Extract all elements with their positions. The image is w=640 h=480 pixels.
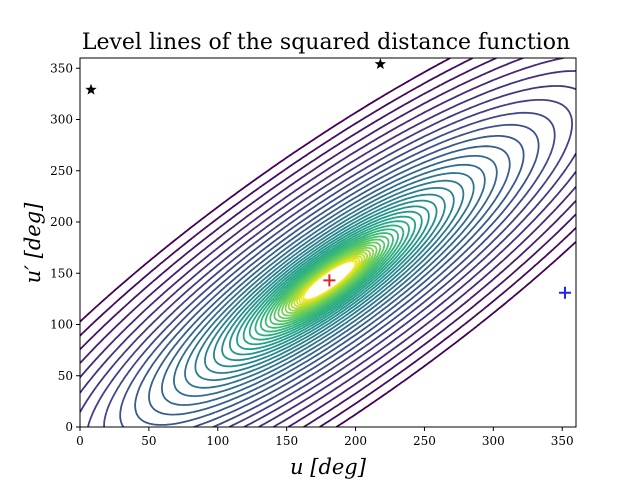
- y-tick-label: 50: [58, 369, 73, 383]
- contour-level-line: [134, 135, 525, 426]
- y-tick-label: 0: [65, 420, 73, 434]
- contour-level-line: [236, 210, 423, 351]
- y-tick-label: 150: [50, 266, 73, 280]
- markers: [85, 58, 571, 299]
- y-tick-label: 250: [50, 164, 73, 178]
- contour-level-line: [259, 228, 399, 333]
- contour-level-line: [80, 58, 576, 427]
- contour-level-line: [248, 220, 410, 341]
- contour-level-line: [173, 163, 486, 397]
- contour-level-line: [213, 193, 446, 368]
- x-tick-label: 150: [275, 434, 298, 448]
- x-tick-label: 50: [141, 434, 156, 448]
- contour-level-line: [287, 249, 371, 312]
- x-tick-label: 100: [206, 434, 229, 448]
- x-tick-label: 250: [413, 434, 436, 448]
- contour-level-line: [264, 232, 394, 329]
- y-tick-label: 200: [50, 215, 73, 229]
- y-tick-label: 300: [50, 113, 73, 127]
- y-axis-label: u′ [deg]: [21, 202, 45, 283]
- contour-level-line: [119, 123, 540, 427]
- x-tick-label: 200: [344, 434, 367, 448]
- contour-level-line: [103, 111, 556, 427]
- contour-level-line: [184, 172, 475, 389]
- contour-level-line: [242, 215, 417, 346]
- contour-level-line: [229, 205, 430, 356]
- contour-level-line: [277, 241, 382, 320]
- x-tick-label: 350: [551, 434, 574, 448]
- x-tick-label: 300: [482, 434, 505, 448]
- contour-level-line: [284, 246, 375, 314]
- contour-level-line: [194, 179, 465, 381]
- y-tick-label: 100: [50, 318, 73, 332]
- chart-title: Level lines of the squared distance func…: [82, 30, 570, 55]
- star-marker: [85, 83, 97, 95]
- contour-level-line: [204, 187, 455, 374]
- contour-level-line: [87, 99, 573, 427]
- contour-level-line: [221, 199, 438, 362]
- contour-level-line: [161, 155, 498, 406]
- contour-level-line: [148, 145, 511, 416]
- y-axis-ticks: 0 50 100 150 200 250 300 350: [50, 61, 80, 434]
- y-tick-label: 350: [50, 61, 73, 75]
- contour-level-line: [80, 70, 576, 427]
- contour-level-line: [273, 238, 386, 323]
- x-axis-ticks: 0 50 100 150 200 250 300 350: [76, 427, 574, 448]
- contour-level-line: [281, 244, 378, 317]
- x-tick-label: 0: [76, 434, 84, 448]
- plot-frame: [79, 57, 577, 428]
- plus-marker: [323, 274, 336, 287]
- star-marker: [374, 58, 387, 69]
- x-axis-label: u [deg]: [290, 455, 367, 479]
- plus-marker: [558, 286, 571, 299]
- contour-level-line: [254, 224, 405, 337]
- contour-lines: [80, 58, 576, 427]
- contour-level-line: [269, 235, 390, 326]
